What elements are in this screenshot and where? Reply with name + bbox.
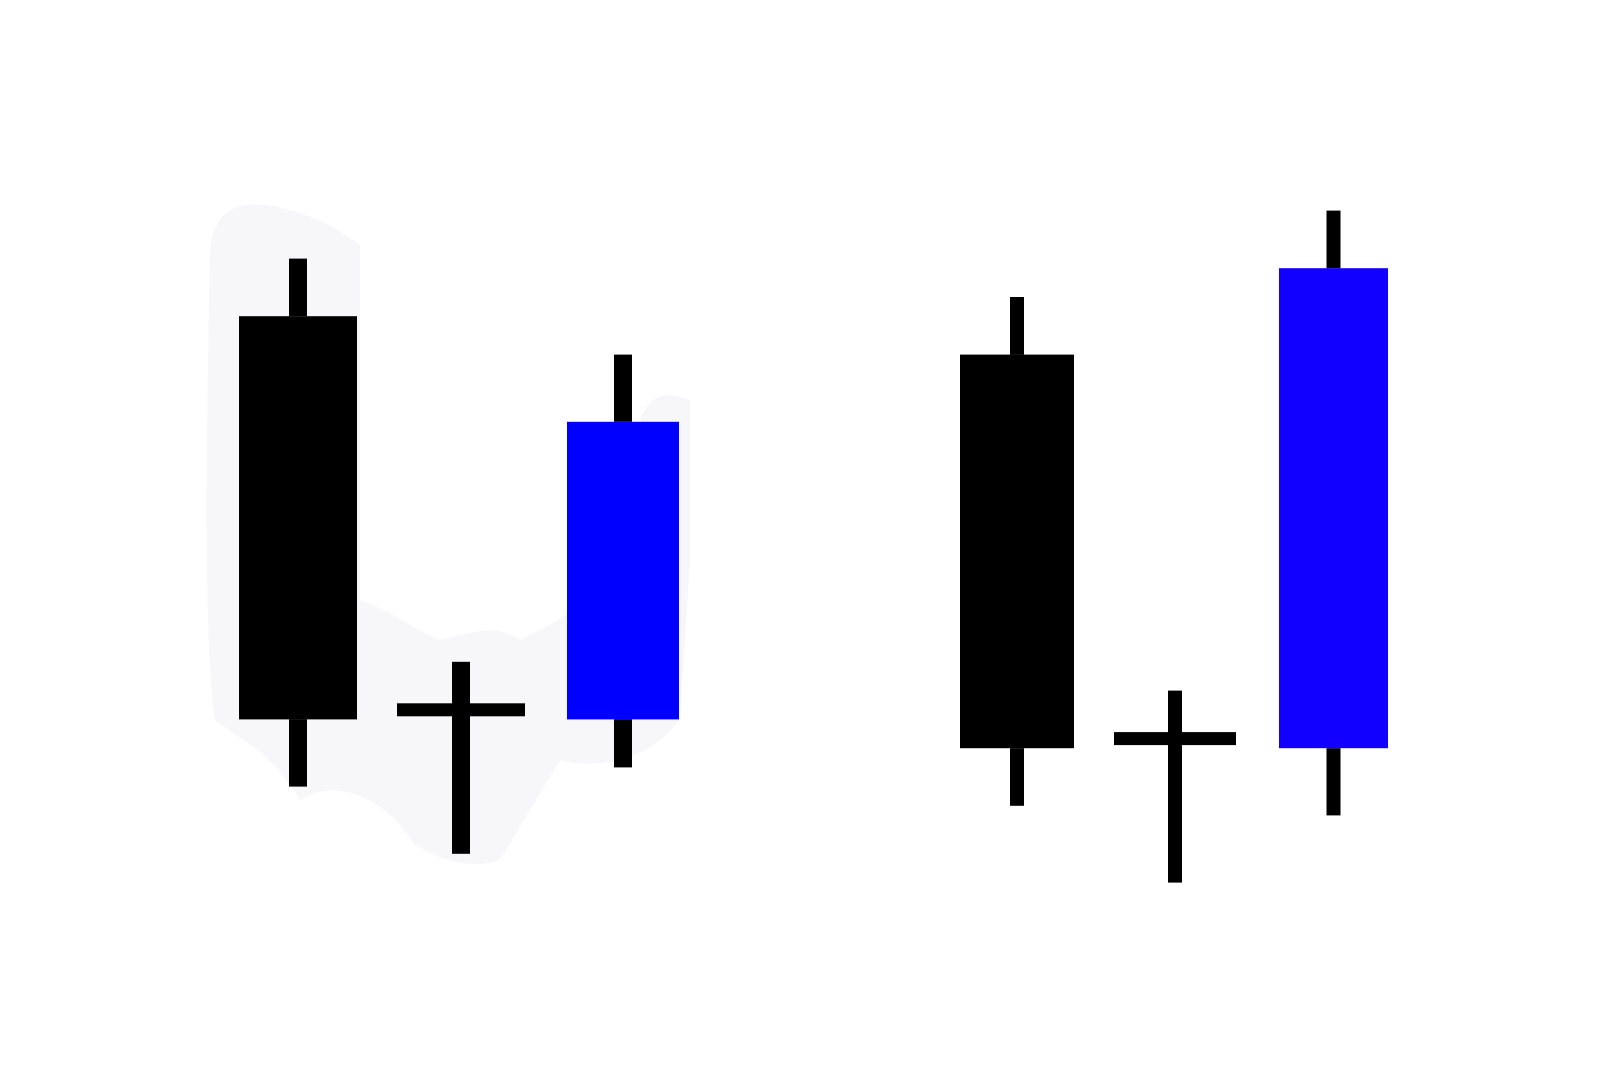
candle-lower-wick xyxy=(452,709,470,854)
candle-body xyxy=(960,354,1074,749)
candle-upper-wick xyxy=(289,258,307,317)
candle-upper-wick xyxy=(1168,690,1182,739)
candle-c1 xyxy=(239,258,357,787)
candle-lower-wick xyxy=(1168,738,1182,883)
candle-lower-wick xyxy=(289,719,307,787)
right-candle-group xyxy=(960,210,1388,883)
candle-c5 xyxy=(1114,690,1236,883)
candle-upper-wick xyxy=(452,661,470,710)
candle-upper-wick xyxy=(1010,297,1024,355)
candle-doji-bar xyxy=(1114,732,1236,746)
candle-doji-bar xyxy=(397,703,525,717)
candle-body xyxy=(1279,268,1388,749)
candle-upper-wick xyxy=(1326,210,1341,269)
candle-upper-wick xyxy=(614,354,632,422)
candle-lower-wick xyxy=(1326,748,1341,816)
candle-body xyxy=(567,421,679,720)
candle-c6 xyxy=(1279,210,1388,816)
candle-lower-wick xyxy=(1010,748,1024,806)
candle-c4 xyxy=(960,297,1074,806)
candle-body xyxy=(239,316,357,720)
left-candle-group xyxy=(239,258,679,854)
candle-c2 xyxy=(397,661,525,854)
candle-lower-wick xyxy=(614,719,632,768)
candle-c3 xyxy=(567,354,679,768)
